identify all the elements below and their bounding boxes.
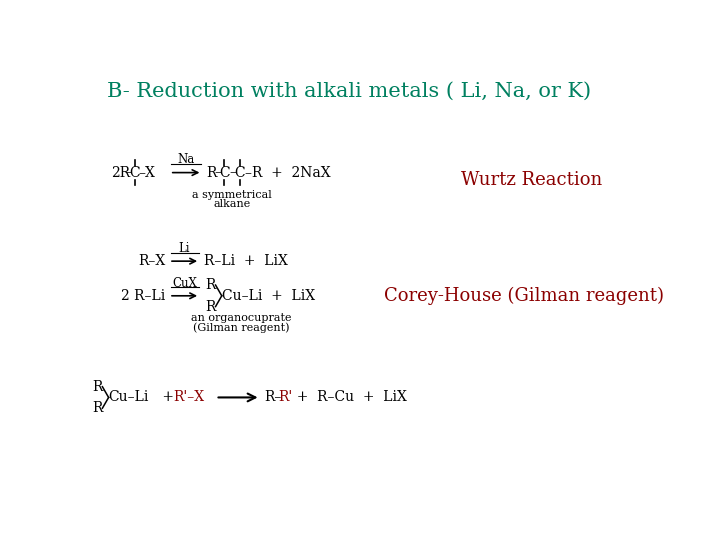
Text: R'–X: R'–X (174, 390, 204, 404)
Text: R': R' (279, 390, 292, 404)
Text: 2 R–Li: 2 R–Li (121, 289, 166, 303)
Text: Na: Na (177, 153, 194, 166)
Text: Li: Li (179, 242, 190, 255)
Text: Cu–Li  +  LiX: Cu–Li + LiX (222, 289, 315, 303)
Text: 2R: 2R (111, 166, 130, 180)
Text: (Gilman reagent): (Gilman reagent) (193, 322, 289, 333)
Text: a symmetrical: a symmetrical (192, 190, 271, 200)
Text: C: C (219, 166, 230, 180)
Text: Corey-House (Gilman reagent): Corey-House (Gilman reagent) (384, 287, 664, 305)
Text: C: C (130, 166, 140, 180)
Text: +: + (158, 390, 183, 404)
Text: R–Li  +  LiX: R–Li + LiX (204, 254, 288, 268)
Text: R: R (92, 401, 102, 415)
Text: –R  +  2NaX: –R + 2NaX (245, 166, 330, 180)
Text: CuX: CuX (172, 276, 197, 289)
Text: R: R (206, 166, 217, 180)
Text: –: – (124, 166, 131, 180)
Text: R–: R– (264, 390, 282, 404)
Text: Cu–Li: Cu–Li (109, 390, 149, 404)
Text: R: R (205, 300, 215, 314)
Text: Wurtz Reaction: Wurtz Reaction (461, 171, 603, 190)
Text: –: – (230, 166, 236, 180)
Text: R: R (92, 380, 102, 394)
Text: R: R (205, 278, 215, 292)
Text: alkane: alkane (213, 199, 251, 209)
Text: an organocuprate: an organocuprate (191, 313, 292, 323)
Text: B- Reduction with alkali metals ( Li, Na, or K): B- Reduction with alkali metals ( Li, Na… (107, 82, 591, 101)
Text: +  R–Cu  +  LiX: + R–Cu + LiX (289, 390, 408, 404)
Text: –X: –X (139, 166, 156, 180)
Text: C: C (234, 166, 245, 180)
Text: –: – (214, 166, 221, 180)
Text: R–X: R–X (138, 254, 166, 268)
